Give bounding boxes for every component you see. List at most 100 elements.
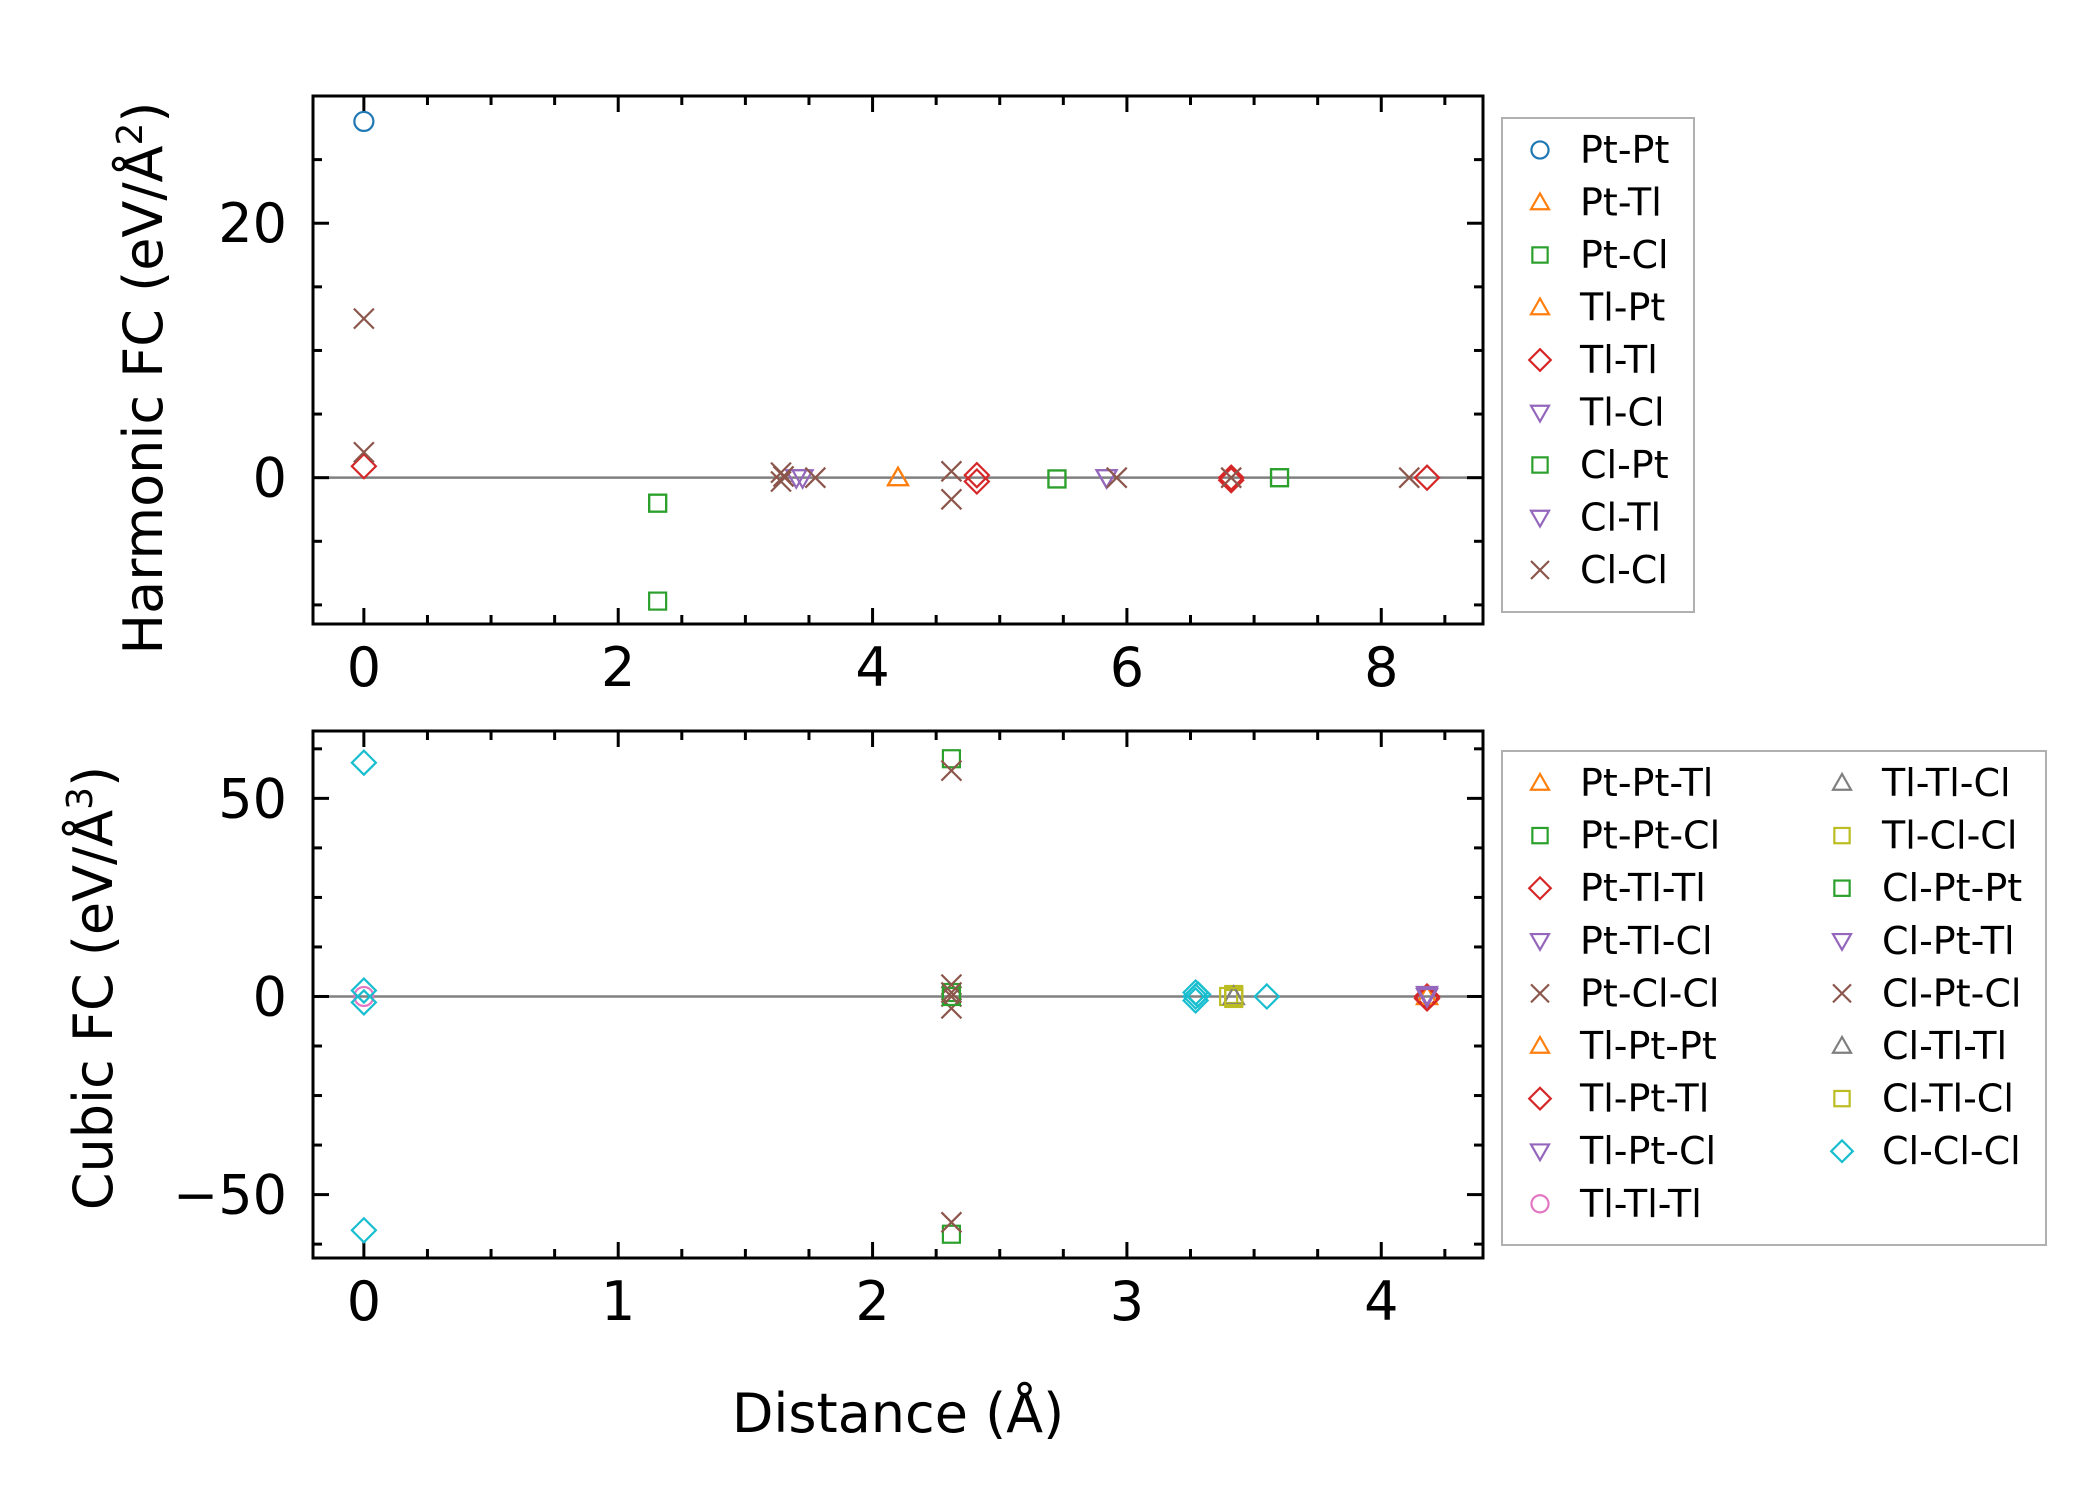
data-point — [940, 759, 963, 782]
data-point — [1269, 468, 1290, 488]
data-point — [941, 986, 962, 1007]
legend-marker — [1527, 347, 1553, 373]
cubic-fc-panel: 0 1 2 3 4 −50 0 50 Cubic FC (eV/Å3) Distance (Å… — [60, 729, 2047, 1445]
data-point — [772, 465, 795, 488]
cubic-ticks: 0 1 2 3 4 −50 0 50 — [173, 731, 1483, 1333]
cubic-markers — [350, 749, 1441, 1244]
data-point — [1415, 987, 1439, 1009]
data-point — [940, 981, 963, 1004]
legend-marker — [1530, 983, 1550, 1004]
data-point — [350, 976, 378, 1005]
x-tick-label: 6 — [1110, 636, 1144, 699]
legend-entry-label: Tl-Pt-Tl — [1579, 1077, 1709, 1121]
legend-marker — [1531, 246, 1549, 264]
legend-marker — [1530, 560, 1550, 580]
legend-entry-label: Cl-Cl-Cl — [1882, 1129, 2021, 1173]
legend-entry-label: Pt-Pt — [1580, 128, 1669, 172]
legend-entry-label: Pt-Cl — [1580, 233, 1669, 277]
legend-marker — [1829, 1138, 1855, 1164]
data-point — [770, 470, 792, 493]
legend-marker — [1530, 1194, 1550, 1214]
harmonic-legend: Pt-Pt Pt-Tl Pt-Cl Tl-Pt Tl-Tl Tl-Cl Cl-Pt Cl-Tl… — [1501, 117, 1695, 613]
data-point — [353, 985, 375, 1008]
cubic-legend: Pt-Pt-Tl Pt-Pt-Cl Pt-Tl-Tl Pt-Tl-Cl Pt-Cl-Cl… — [1501, 750, 2047, 1246]
data-point — [886, 465, 910, 487]
data-point — [648, 493, 668, 513]
legend-entry-label: Tl-Tl-Cl — [1881, 761, 2011, 805]
x-tick-label: 2 — [855, 1270, 889, 1333]
legend-entry-label: Tl-Cl-Cl — [1881, 814, 2017, 858]
data-point — [1413, 464, 1441, 492]
legend-marker — [1833, 879, 1851, 897]
legend-entry-label: Pt-Tl-Cl — [1580, 919, 1713, 963]
data-point — [1047, 469, 1067, 489]
data-point — [350, 452, 378, 480]
x-tick-label: 1 — [601, 1270, 635, 1333]
data-point — [350, 749, 378, 777]
legend-marker — [1527, 875, 1553, 901]
data-point — [1220, 466, 1242, 489]
legend-entry-label: Tl-Pt — [1579, 286, 1665, 330]
x-axis-label: Distance (Å) — [732, 1381, 1064, 1445]
data-point — [1253, 982, 1281, 1011]
legend-marker — [1831, 1034, 1853, 1054]
legend-entry-label: Pt-Pt-Cl — [1580, 814, 1720, 858]
legend-entry-label: Pt-Tl — [1580, 181, 1662, 225]
legend-marker — [1529, 932, 1551, 953]
legend-entry-label: Pt-Pt-Tl — [1580, 761, 1713, 805]
harmonic-plot-frame — [311, 94, 1485, 626]
legend-entry-label: Tl-Tl-Tl — [1579, 1182, 1702, 1226]
y-tick-label: 0 — [253, 965, 287, 1028]
x-tick-label: 2 — [601, 636, 635, 699]
legend-entry-label: Pt-Cl-Cl — [1580, 971, 1719, 1015]
data-point — [1217, 466, 1245, 494]
data-point — [940, 1211, 963, 1234]
data-point — [804, 466, 827, 489]
cubic-plot-frame — [311, 729, 1485, 1260]
data-point — [353, 110, 375, 133]
legend-entry-label: Cl-Pt-Cl — [1882, 971, 2021, 1015]
legend-entry-label: Tl-Cl — [1579, 391, 1665, 435]
legend-entry-label: Cl-Cl — [1580, 548, 1668, 592]
data-point — [1398, 466, 1421, 489]
legend-entry-label: Pt-Tl-Tl — [1580, 866, 1706, 910]
data-point — [648, 591, 668, 611]
legend-marker — [1529, 296, 1551, 316]
legend-marker — [1529, 191, 1551, 211]
legend-entry-label: Cl-Tl — [1580, 496, 1661, 540]
data-point — [941, 749, 962, 769]
data-point — [648, 493, 668, 513]
legend-marker — [1833, 1089, 1851, 1108]
legend-entry-label: Cl-Pt — [1580, 443, 1669, 487]
x-tick-label: 4 — [855, 636, 889, 699]
legend-marker — [1529, 404, 1551, 424]
legend-marker — [1531, 456, 1549, 474]
legend-entry-label: Tl-Pt-Cl — [1579, 1129, 1716, 1173]
legend-marker — [1831, 771, 1853, 791]
data-point — [1217, 464, 1245, 492]
legend-marker — [1531, 826, 1549, 845]
y-tick-label: −50 — [173, 1164, 287, 1227]
legend-marker — [1530, 140, 1550, 160]
data-point — [1105, 466, 1128, 489]
legend-marker — [1833, 826, 1851, 845]
legend-entry-label: Tl-Tl — [1579, 338, 1658, 382]
data-point — [963, 467, 991, 496]
legend-marker — [1529, 1143, 1551, 1163]
legend-entry-label: Tl-Pt-Pt — [1579, 1024, 1717, 1068]
data-point — [1047, 469, 1067, 489]
data-point — [940, 985, 963, 1008]
data-point — [350, 1216, 378, 1244]
data-point — [353, 441, 375, 464]
x-tick-label: 8 — [1364, 636, 1398, 699]
data-point — [790, 469, 815, 490]
legend-marker — [1832, 983, 1852, 1004]
legend-marker — [1529, 771, 1551, 791]
data-point — [963, 461, 991, 489]
legend-marker — [1831, 932, 1853, 953]
data-point — [1224, 986, 1244, 1007]
harmonic-markers — [350, 110, 1441, 611]
legend-frame — [1501, 750, 2047, 1246]
